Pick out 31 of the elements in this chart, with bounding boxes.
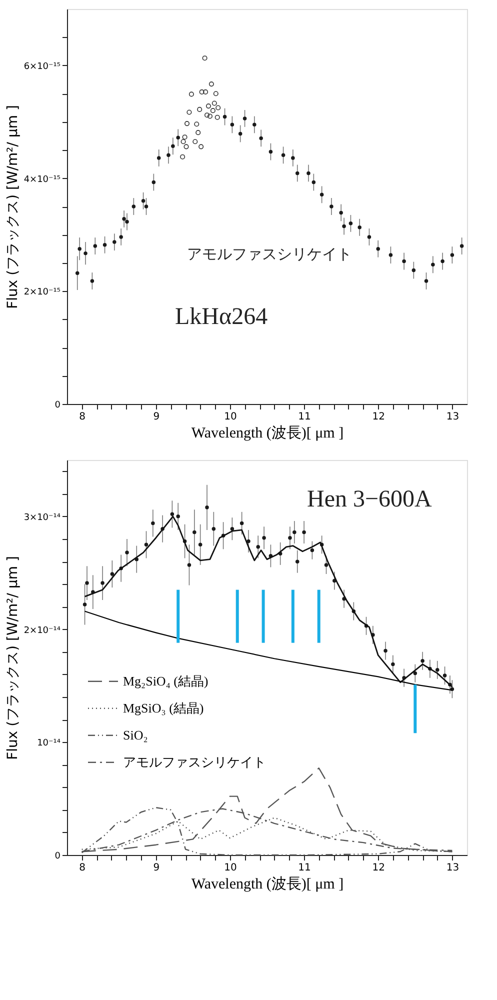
x-tick-label: 11: [298, 412, 311, 422]
y-tick-label: 4×10⁻¹⁵: [24, 174, 61, 185]
x-tick-label: 11: [298, 862, 311, 874]
x-tick-label: 10: [224, 412, 237, 422]
y-tick-label: 2×10⁻¹⁴: [24, 626, 61, 636]
x-tick-label: 13: [446, 862, 460, 874]
legend-label: Mg₂SiO₄ (結晶): [123, 673, 208, 688]
y-tick-label: 6×10⁻¹⁵: [24, 62, 61, 72]
x-tick-label: 8: [79, 412, 86, 422]
y-tick-label: 10⁻¹⁴: [37, 738, 61, 749]
x-tick-label: 12: [372, 412, 385, 422]
x-axis-title: Wavelength (波長)[ μm ]: [191, 424, 344, 442]
annotation: Hen 3−600A: [307, 486, 433, 512]
y-tick-label: 0: [54, 400, 61, 410]
y-tick-label: 0: [54, 852, 61, 862]
y-tick-label: 2×10⁻¹⁵: [24, 288, 61, 298]
x-tick-label: 9: [153, 862, 160, 874]
x-tick-label: 8: [79, 862, 86, 874]
legend-label: アモルファスシリケイト: [123, 754, 266, 770]
legend-label: MgSiO₃ (結晶): [123, 700, 204, 716]
x-tick-label: 9: [153, 412, 160, 422]
legend-label: SiO₂: [123, 727, 148, 742]
y-axis-title: Flux (フラックス) [W/m²/ μm ]: [4, 556, 21, 760]
y-tick-label: 3×10⁻¹⁴: [24, 512, 61, 523]
annotation: アモルファスシリケイト: [187, 246, 352, 263]
annotation: LkHα264: [175, 304, 268, 330]
x-tick-label: 10: [224, 862, 237, 874]
x-tick-label: 12: [372, 862, 385, 874]
y-axis-title: Flux (フラックス) [W/m²/ μm ]: [4, 105, 21, 309]
x-axis-title: Wavelength (波長)[ μm ]: [191, 876, 344, 892]
x-tick-label: 13: [446, 412, 460, 422]
